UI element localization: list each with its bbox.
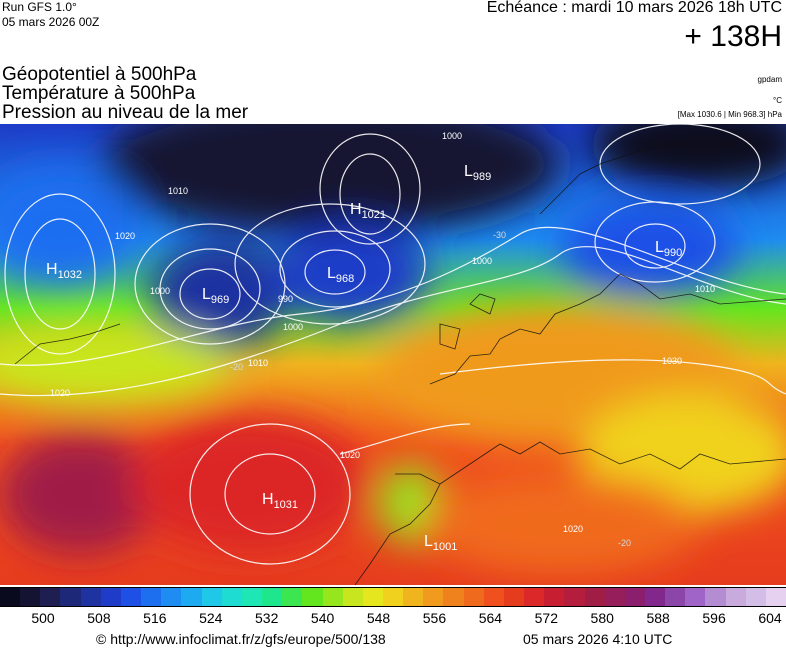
colorbar-segment — [503, 588, 525, 606]
isobar-label: 1000 — [150, 286, 170, 296]
pressure-center-l-989: L989 — [464, 163, 491, 183]
colorbar-segment — [705, 588, 726, 606]
unit-temperature: °C — [773, 96, 782, 105]
colorbar — [0, 587, 786, 607]
isobar-label: 1000 — [283, 322, 303, 332]
colorbar-segment — [604, 588, 625, 606]
map-title-geopotential: Géopotentiel à 500hPa — [2, 64, 197, 85]
colorbar-tick-label: 596 — [702, 610, 726, 626]
colorbar-tick-label: 500 — [31, 610, 55, 626]
weather-map: H1032 L969 H1021 L968 L989 L990 H1031 L1… — [0, 124, 786, 585]
colorbar-tick-label: 564 — [478, 610, 503, 626]
colorbar-segment — [685, 588, 706, 606]
colorbar-segment — [382, 588, 404, 606]
colorbar-tick-label: 572 — [534, 610, 558, 626]
pressure-center-h-1021: H1021 — [350, 201, 386, 221]
colorbar-tick-label: 604 — [758, 610, 782, 626]
colorbar-segment — [241, 588, 263, 606]
colorbar-tick-label: 532 — [255, 610, 279, 626]
map-title-temperature: Température à 500hPa — [2, 83, 196, 104]
colorbar-segment — [120, 588, 142, 606]
unit-geopotential: gpdam — [757, 75, 782, 84]
colorbar-segment — [262, 588, 283, 606]
colorbar-ticks: 500 508 516 524 532 540 548 556 564 572 580 588 596 6… — [0, 610, 786, 626]
colorbar-segment — [362, 588, 383, 606]
colorbar-segment — [443, 588, 464, 606]
colorbar-segment — [80, 588, 101, 606]
temperature-label: -20 — [618, 538, 631, 548]
isobar-label: 1020 — [115, 231, 135, 241]
valid-time: Echéance : mardi 10 mars 2026 18h UTC — [486, 0, 782, 16]
pressure-center-h-1031: H1031 — [262, 491, 298, 511]
isobar-label: 1010 — [248, 358, 268, 368]
colorbar-segment — [100, 588, 121, 606]
temperature-label: -30 — [493, 230, 506, 240]
colorbar-segment — [161, 588, 182, 606]
colorbar-segment — [302, 588, 323, 606]
colorbar-tick-label: 580 — [590, 610, 614, 626]
footer-date: 05 mars 2026 4:10 UTC — [523, 631, 673, 647]
colorbar-segment — [141, 588, 162, 606]
colorbar-segment — [40, 588, 61, 606]
colorbar-segment — [725, 588, 746, 606]
isobar-label: 1000 — [442, 131, 462, 141]
colorbar-segment — [544, 588, 565, 606]
pressure-center-h-1032: H1032 — [46, 261, 82, 281]
isobar-label: 1030 — [662, 356, 682, 366]
colorbar-segment — [745, 588, 766, 606]
colorbar-segment — [423, 588, 444, 606]
colorbar-segment — [524, 588, 545, 606]
colorbar-segment — [463, 588, 484, 606]
colorbar-tick-label: 556 — [422, 610, 447, 626]
colorbar-tick-label: 540 — [310, 610, 335, 626]
isobar-label: 1020 — [563, 524, 583, 534]
isobar-label: 1010 — [695, 284, 715, 294]
pressure-center-l-969: L969 — [202, 286, 229, 306]
colorbar-segment — [60, 588, 81, 606]
isobar-label: 1010 — [168, 186, 188, 196]
isobar-label: 1020 — [340, 450, 360, 460]
colorbar-segment — [282, 588, 303, 606]
map-title-pressure: Pression au niveau de la mer — [2, 102, 249, 123]
colorbar-segment — [584, 588, 605, 606]
colorbar-segment — [20, 588, 41, 606]
isobar-label: 990 — [278, 294, 293, 304]
colorbar-segment — [322, 588, 343, 606]
footer-url: © http://www.infoclimat.fr/z/gfs/europe/… — [96, 631, 386, 647]
run-label: Run GFS 1.0° — [2, 0, 77, 14]
colorbar-tick-label: 524 — [199, 610, 223, 626]
temperature-label: -20 — [230, 362, 243, 372]
pressure-center-l-990: L990 — [655, 239, 682, 259]
colorbar-segment — [645, 588, 666, 606]
colorbar-segment — [403, 588, 424, 606]
colorbar-segment — [483, 588, 504, 606]
pressure-center-l-1001: L1001 — [424, 533, 457, 553]
lead-time: + 138H — [684, 20, 782, 53]
isobar-label: 1000 — [472, 256, 492, 266]
colorbar-segment — [201, 588, 222, 606]
pressure-range: [Max 1030.6 | Min 968.3] hPa — [677, 110, 782, 119]
colorbar-tick-label: 588 — [646, 610, 670, 626]
colorbar-segment — [624, 588, 645, 606]
colorbar-segment — [665, 588, 686, 606]
colorbar-segment — [342, 588, 363, 606]
run-date: 05 mars 2026 00Z — [2, 15, 100, 29]
colorbar-segment — [765, 588, 786, 606]
isobar-label: 1020 — [50, 388, 70, 398]
pressure-center-l-968: L968 — [327, 265, 354, 285]
colorbar-segment — [221, 588, 242, 606]
colorbar-segment — [0, 588, 21, 606]
colorbar-tick-label: 548 — [366, 610, 391, 626]
colorbar-tick-label: 508 — [87, 610, 111, 626]
colorbar-segment — [564, 588, 585, 606]
colorbar-tick-label: 516 — [143, 610, 167, 626]
colorbar-segment — [181, 588, 202, 606]
